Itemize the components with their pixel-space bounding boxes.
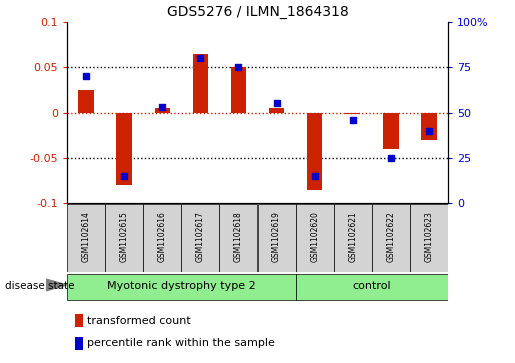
Text: percentile rank within the sample: percentile rank within the sample	[87, 338, 274, 348]
Bar	[269, 108, 284, 113]
Point	[196, 55, 204, 61]
Text: GSM1102622: GSM1102622	[386, 211, 396, 262]
Point	[387, 155, 395, 161]
Bar	[345, 113, 360, 114]
Bar	[78, 90, 94, 113]
Bar	[307, 113, 322, 189]
Bar	[105, 204, 143, 272]
Bar	[75, 337, 83, 350]
Bar	[193, 54, 208, 113]
Point	[311, 173, 319, 179]
Bar	[296, 274, 448, 300]
Bar	[75, 314, 83, 327]
Point	[349, 117, 357, 123]
Text: control: control	[352, 281, 391, 291]
Bar	[421, 113, 437, 140]
Point	[234, 64, 243, 70]
Bar	[231, 67, 246, 113]
Text: GSM1102615: GSM1102615	[119, 211, 129, 262]
Text: GSM1102619: GSM1102619	[272, 211, 281, 262]
Text: GSM1102621: GSM1102621	[348, 211, 357, 262]
Text: GSM1102623: GSM1102623	[424, 211, 434, 262]
Point	[82, 73, 90, 79]
Bar	[372, 204, 410, 272]
Point	[272, 101, 281, 106]
Text: GSM1102616: GSM1102616	[158, 211, 167, 262]
Bar	[143, 204, 181, 272]
Bar	[296, 204, 334, 272]
Text: GSM1102618: GSM1102618	[234, 211, 243, 262]
Text: GSM1102620: GSM1102620	[310, 211, 319, 262]
Bar	[67, 274, 296, 300]
Point	[158, 104, 166, 110]
Text: transformed count: transformed count	[87, 316, 191, 326]
Text: GSM1102617: GSM1102617	[196, 211, 205, 262]
Bar	[383, 113, 399, 149]
Title: GDS5276 / ILMN_1864318: GDS5276 / ILMN_1864318	[167, 5, 348, 19]
Point	[425, 128, 433, 134]
Bar	[181, 204, 219, 272]
Bar	[67, 204, 105, 272]
Text: GSM1102614: GSM1102614	[81, 211, 91, 262]
Polygon shape	[46, 279, 67, 291]
Bar	[116, 113, 132, 185]
Bar	[154, 108, 170, 113]
Bar	[334, 204, 372, 272]
Bar	[219, 204, 258, 272]
Point	[120, 173, 128, 179]
Text: disease state: disease state	[5, 281, 75, 291]
Bar	[410, 204, 448, 272]
Text: Myotonic dystrophy type 2: Myotonic dystrophy type 2	[107, 281, 255, 291]
Bar	[258, 204, 296, 272]
